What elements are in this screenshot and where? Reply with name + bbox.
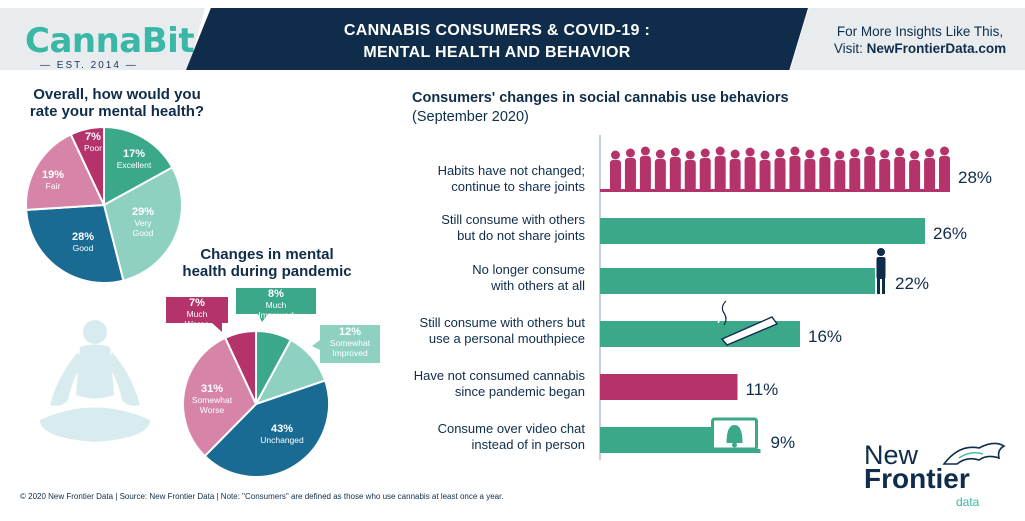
person-icon (876, 248, 886, 294)
pie-value-label: 17% (123, 148, 145, 160)
pie-category-label: Good (133, 228, 154, 238)
pie-value-label: 28% (72, 231, 94, 243)
pie-value-label: 8% (268, 288, 284, 300)
bar-category-label: No longer consume with others at all (472, 262, 585, 293)
pie-value-label: 43% (271, 423, 293, 435)
insights-prefix: Visit: (833, 41, 867, 56)
bar-category-label: Consume over video chat instead of in per… (437, 421, 585, 452)
bar-0 (600, 189, 950, 192)
pie-value-label: 12% (339, 326, 361, 338)
bar-1 (600, 218, 925, 244)
logo-name: CannaBit (25, 21, 195, 61)
insights-link[interactable]: NewFrontierData.com (866, 41, 1007, 56)
pie-category-label: Poor (84, 143, 102, 153)
pie-category-label: Unchanged (260, 435, 304, 445)
pie-slice-poor (69, 125, 105, 206)
pie-slice-good (25, 203, 125, 284)
bar-category-label: Habits have not changed; continue to shar… (437, 163, 585, 194)
pie-value-label: 7% (189, 297, 205, 309)
callout-boxes (166, 288, 380, 363)
pie-category-label: Worse (185, 319, 210, 329)
pie-slice-somewhat-worse (182, 336, 258, 458)
pie-chart-0: 17%Excellent29%VeryGood28%Good19%Fair7%P… (25, 125, 183, 284)
people-crowd-icon (609, 146, 951, 191)
pie-category-label: Worse (200, 405, 225, 415)
bar-category-label: Still consume with others but do not shar… (441, 212, 585, 243)
pie-category-label: Much (266, 300, 287, 310)
brand-frontier: Frontier (864, 463, 970, 494)
pie-value-label: 31% (201, 383, 223, 395)
cannabit-logo[interactable]: CannaBit — EST. 2014 — (0, 8, 205, 70)
laptop-bell-icon (708, 417, 761, 453)
header: CannaBit — EST. 2014 — CANNABIS CONSUMER… (0, 0, 1025, 72)
pie-category-label: Somewhat (192, 395, 233, 405)
bar-value-label: 28% (958, 168, 993, 187)
pie-category-label: Somewhat (330, 338, 371, 348)
logo-tagline: — EST. 2014 — (40, 60, 138, 71)
bar-4 (600, 374, 738, 400)
pie-category-label: Excellent (117, 160, 152, 170)
new-frontier-logo[interactable]: New Frontier data (864, 440, 1014, 515)
pie-value-label: 29% (132, 206, 154, 218)
bar-value-label: 26% (933, 224, 968, 243)
change-title: Changes in mental health during pandemic (182, 246, 352, 280)
title-line-2: MENTAL HEALTH AND BEHAVIOR (363, 44, 631, 61)
bar-5 (600, 427, 713, 453)
brand-new: New (864, 440, 919, 470)
joint-icon (715, 298, 779, 346)
pie-category-label: Much (187, 309, 208, 319)
pie-value-label: 7% (85, 131, 101, 143)
bar-chart (599, 135, 951, 460)
pie-slice-unchanged (203, 379, 330, 478)
pie-category-label: Improved (332, 348, 368, 358)
pie-category-label: Improved (258, 310, 294, 320)
meditation-figure-icon (40, 320, 150, 442)
pie-category-label: Fair (46, 181, 61, 191)
pie-slice-very-good (102, 166, 183, 282)
bar-category-label: Have not consumed cannabis since pandemic… (413, 368, 585, 399)
bar-value-label: 16% (808, 327, 843, 346)
pie-category-label: Good (73, 243, 94, 253)
bar-value-label: 22% (895, 274, 930, 293)
bar-value-label: 9% (770, 433, 796, 452)
insights-line-2: Visit: NewFrontierData.com (820, 41, 1020, 56)
pie-chart-1: 8%MuchImproved12%SomewhatImproved43%Unch… (182, 288, 371, 478)
bar-value-label: 11% (745, 380, 779, 399)
bar-2 (600, 268, 875, 294)
horse-icon (942, 442, 1006, 465)
pie-category-label: Very (134, 218, 152, 228)
insights-line-1: For More Insights Like This, (836, 24, 1004, 39)
pie-slice-excellent (103, 125, 174, 207)
brand-data: data (956, 495, 980, 509)
pie-value-label: 19% (42, 169, 64, 181)
social-chart-subtitle: (September 2020) (412, 109, 529, 125)
pie-slice-much-worse (223, 329, 257, 405)
title-line-1: CANNABIS CONSUMERS & COVID-19 : (343, 22, 651, 39)
insights-box: For More Insights Like This, Visit: NewF… (790, 8, 1025, 70)
mental-health-title: Overall, how would you rate your mental … (29, 86, 205, 120)
social-chart-title: Consumers' changes in social cannabis us… (412, 90, 789, 106)
footer-note: © 2020 New Frontier Data | Source: New F… (20, 492, 504, 501)
pie-slice-fair (25, 133, 106, 211)
bar-category-label: Still consume with others but use a perso… (419, 315, 585, 346)
title-banner: CANNABIS CONSUMERS & COVID-19 : MENTAL H… (186, 8, 808, 70)
